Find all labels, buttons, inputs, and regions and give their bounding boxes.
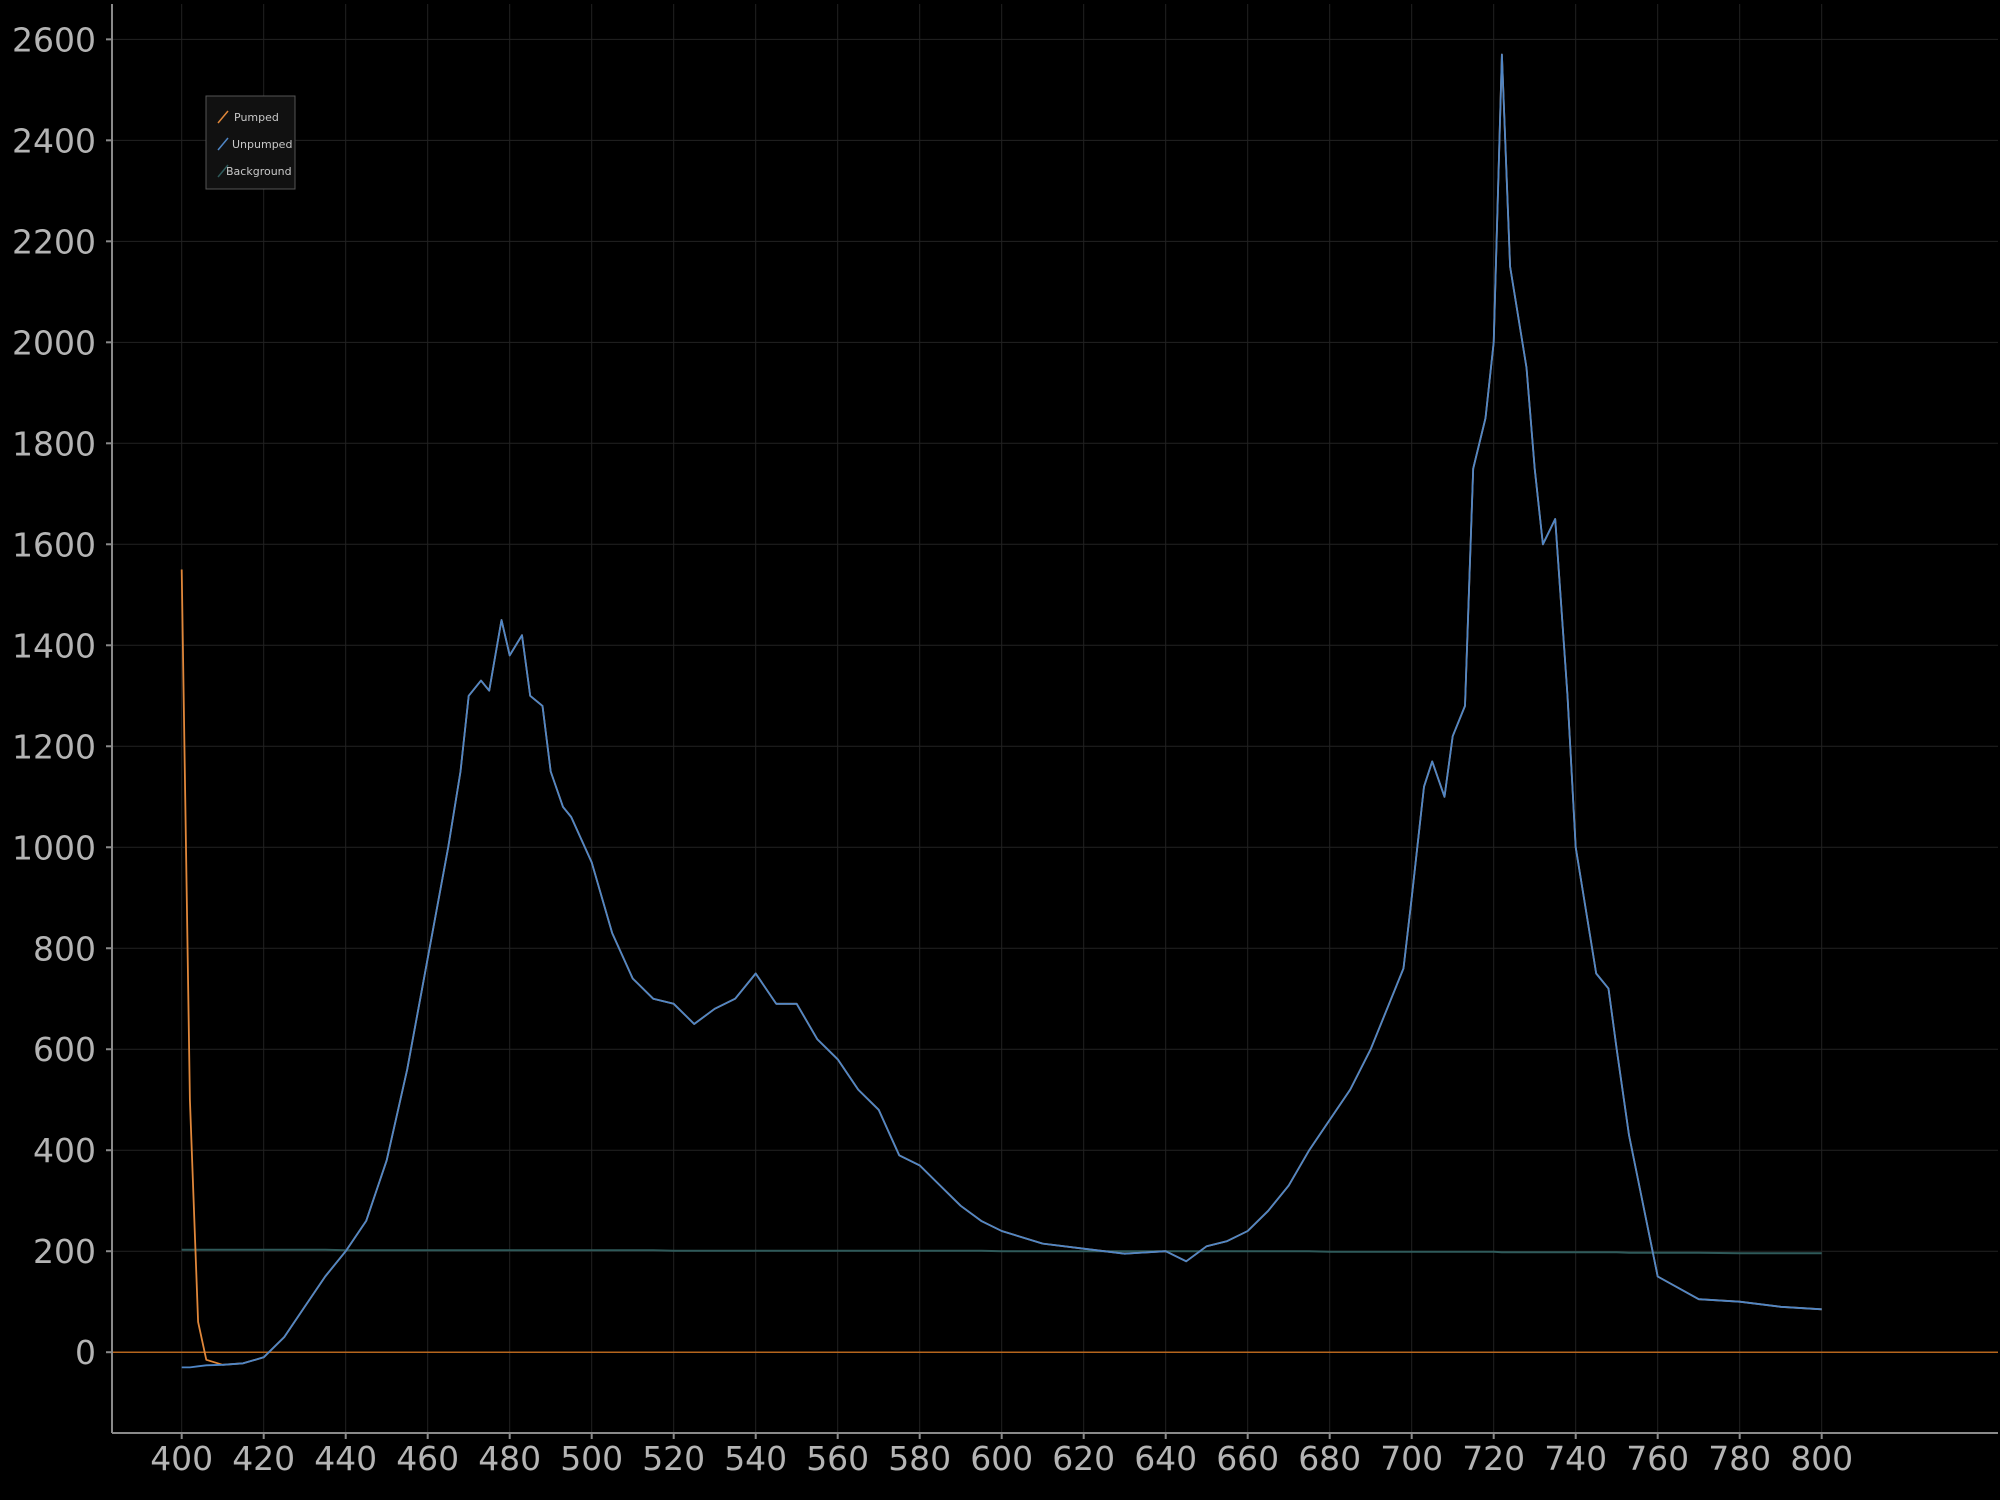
legend-label-unpumped: Unpumped — [232, 138, 292, 151]
x-tick-label: 660 — [1216, 1439, 1279, 1478]
x-tick-label: 760 — [1626, 1439, 1689, 1478]
x-tick-label: 500 — [560, 1439, 623, 1478]
y-tick-label: 2000 — [12, 323, 96, 362]
x-tick-label: 460 — [396, 1439, 459, 1478]
x-tick-label: 700 — [1380, 1439, 1443, 1478]
legend: Pumped Unpumped Background — [205, 95, 296, 190]
y-tick-label: 1400 — [12, 626, 96, 665]
y-tick-label: 600 — [33, 1030, 96, 1069]
y-tick-labels: 0 200 400 600 800 1000 1200 1400 1600 1800 2000 220… — [12, 20, 112, 1372]
legend-swatch-pumped — [217, 110, 229, 124]
x-tick-label: 580 — [888, 1439, 951, 1478]
y-tick-label: 2600 — [12, 20, 96, 59]
x-tick-label: 440 — [314, 1439, 377, 1478]
y-tick-label: 200 — [33, 1232, 96, 1271]
y-tick-label: 2200 — [12, 222, 96, 261]
series-line-background — [181, 1248, 1822, 1255]
x-tick-label: 400 — [150, 1439, 213, 1478]
x-tick-label: 720 — [1462, 1439, 1525, 1478]
x-tick-label: 680 — [1298, 1439, 1361, 1478]
x-tick-labels: 400 420 440 460 480 500 520 540 560 580 600 620 640 6… — [150, 1433, 1853, 1478]
x-tick-label: 640 — [1134, 1439, 1197, 1478]
series-layer — [180, 53, 1822, 1369]
y-tick-label: 0 — [75, 1333, 96, 1372]
x-tick-label: 540 — [724, 1439, 787, 1478]
gridlines — [112, 4, 1998, 1433]
x-tick-label: 420 — [232, 1439, 295, 1478]
x-tick-label: 560 — [806, 1439, 869, 1478]
x-tick-label: 520 — [642, 1439, 705, 1478]
x-tick-label: 600 — [970, 1439, 1033, 1478]
x-tick-label: 800 — [1790, 1439, 1853, 1478]
y-tick-label: 1000 — [12, 828, 96, 867]
y-tick-label: 1600 — [12, 525, 96, 564]
y-tick-label: 1200 — [12, 727, 96, 766]
x-tick-label: 480 — [478, 1439, 541, 1478]
legend-swatch-background — [217, 164, 229, 178]
y-tick-label: 400 — [33, 1131, 96, 1170]
y-tick-label: 800 — [33, 929, 96, 968]
legend-label-background: Background — [226, 165, 292, 178]
y-tick-label: 1800 — [12, 424, 96, 463]
legend-swatch-unpumped — [217, 137, 229, 151]
x-tick-label: 620 — [1052, 1439, 1115, 1478]
series-line-unpumped — [181, 53, 1822, 1369]
y-tick-label: 2400 — [12, 121, 96, 160]
x-tick-label: 740 — [1544, 1439, 1607, 1478]
x-tick-label: 780 — [1708, 1439, 1771, 1478]
legend-label-pumped: Pumped — [234, 111, 279, 124]
